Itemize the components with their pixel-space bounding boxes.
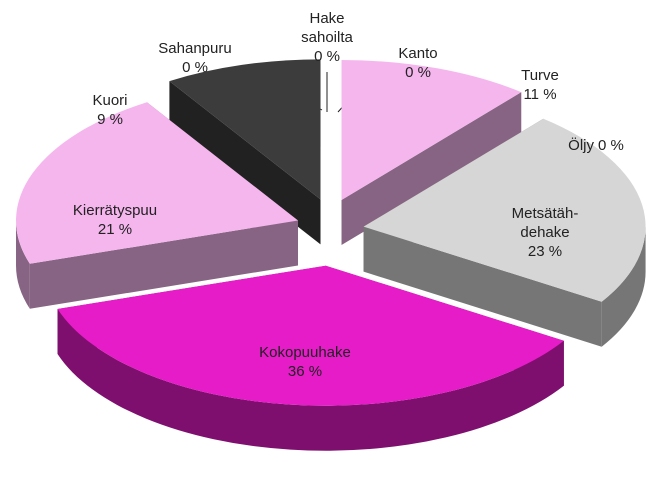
category-label: Hake sahoilta <box>301 10 353 46</box>
value-label: 23 % <box>528 243 562 260</box>
data-label: Kokopuuhake 36 % <box>259 344 351 380</box>
slice-top <box>16 102 299 264</box>
slice-side <box>29 220 299 309</box>
value-label: 11 % <box>523 86 556 103</box>
value-label: 36 % <box>288 363 322 380</box>
slice-top <box>363 118 646 302</box>
slice-top <box>341 60 522 201</box>
slice <box>16 102 299 309</box>
slice-wall <box>57 308 564 451</box>
value-label: 0 % <box>405 64 431 81</box>
slice <box>169 59 321 245</box>
value-label: 0 % <box>314 48 340 65</box>
data-label: Kuori 9 % <box>92 92 127 128</box>
slice-side <box>363 226 602 347</box>
category-label: Metsätäh-dehake <box>512 205 579 241</box>
slice <box>363 118 646 347</box>
value-label: 9 % <box>97 111 123 128</box>
data-label: Kierrätyspuu 21 % <box>73 202 157 238</box>
data-label: Sahanpuru 0 % <box>158 40 231 76</box>
slice-top <box>169 59 321 200</box>
category-label: Kokopuuhake <box>259 344 351 361</box>
category-label: Kuori <box>92 92 127 109</box>
category-label: Kierrätyspuu <box>73 202 157 219</box>
category-label: Turve <box>521 67 559 84</box>
value-label: 21 % <box>98 221 132 238</box>
slice <box>341 60 522 246</box>
data-label: Turve 11 % <box>521 67 559 103</box>
pie <box>16 59 646 451</box>
value-label: 0 % <box>182 59 208 76</box>
slice-wall <box>16 220 30 309</box>
data-label: Metsätäh-dehake 23 % <box>512 205 579 260</box>
slice-wall <box>601 226 646 347</box>
slice-side <box>341 92 522 246</box>
value-label: 0 % <box>598 137 624 154</box>
slice-side <box>169 81 321 245</box>
data-label: Öljy 0 % <box>568 136 624 154</box>
data-label: Hake sahoilta 0 % <box>301 10 353 65</box>
slice-top <box>57 265 564 406</box>
category-label: Kanto <box>398 45 437 62</box>
slice <box>57 265 564 451</box>
category-label: Öljy <box>568 136 594 154</box>
category-label: Sahanpuru <box>158 40 231 57</box>
data-label: Kanto 0 % <box>398 45 437 81</box>
